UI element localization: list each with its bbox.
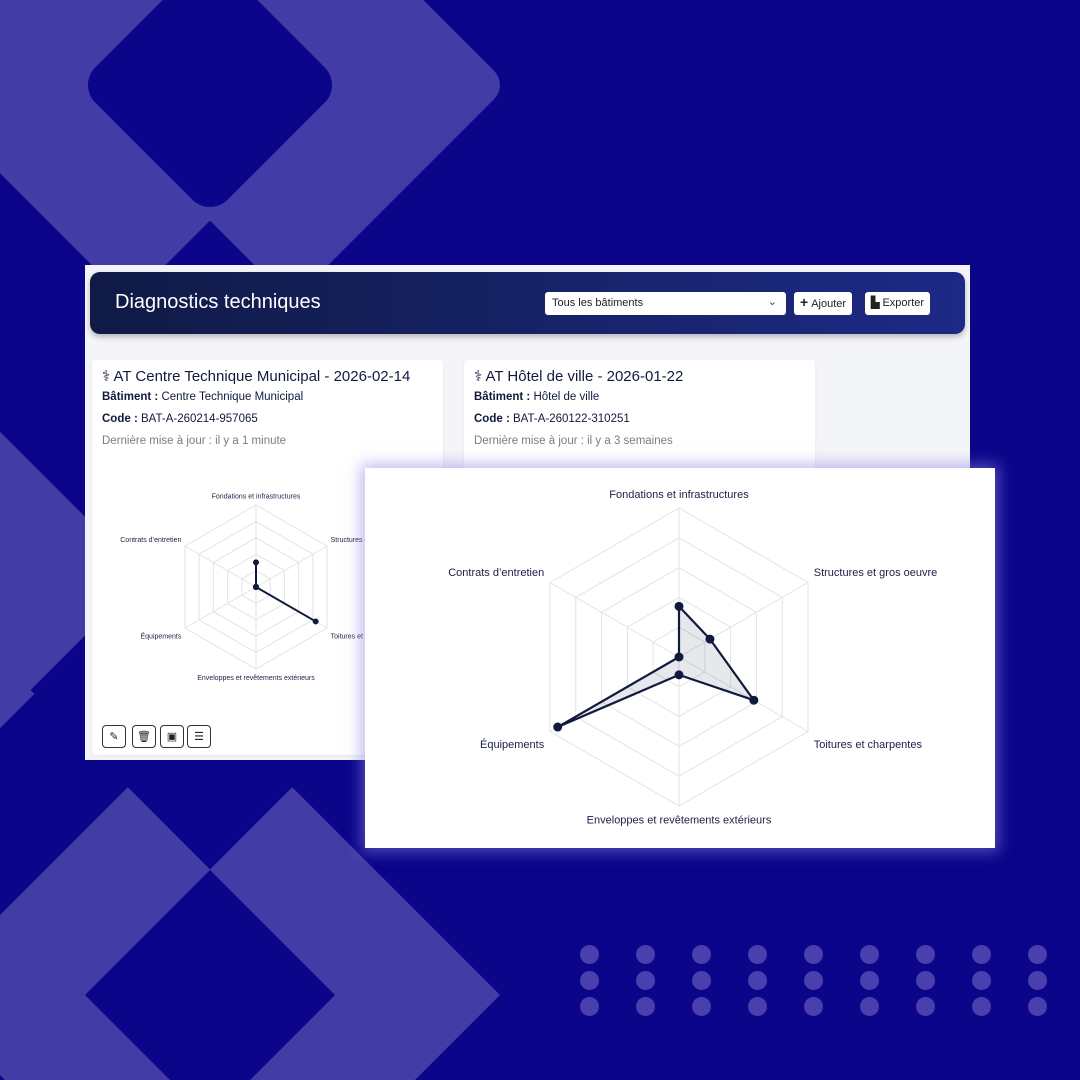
radar-axis-label: Fondations et infrastructures — [212, 494, 301, 501]
radar-spoke — [549, 582, 680, 658]
card-updated: Dernière mise à jour : il y a 1 minute — [102, 435, 287, 447]
decor-dot — [748, 945, 767, 964]
decor-dot — [580, 971, 599, 990]
file-export-icon: ▙ — [871, 297, 880, 309]
radar-axis-label: Enveloppes et revêtements extérieurs — [197, 675, 315, 682]
radar-series-area — [255, 561, 317, 623]
pdf-icon: ▣ — [166, 731, 178, 743]
decor-dot — [972, 997, 991, 1016]
checklist-button[interactable]: ☰ — [187, 725, 211, 748]
decor-dot — [1028, 997, 1047, 1016]
radar-chart-zoom-panel: Fondations et infrastructures Structures … — [365, 468, 995, 848]
card-building: Bâtiment : Centre Technique Municipal — [102, 391, 303, 403]
decor-dot — [860, 945, 879, 964]
decor-dot — [916, 971, 935, 990]
decor-dot — [692, 945, 711, 964]
radar-spoke — [184, 545, 257, 588]
decor-dot — [916, 997, 935, 1016]
radar-data-point — [749, 695, 759, 705]
label: Code : — [474, 413, 510, 425]
card-code: Code : BAT-A-260122-310251 — [474, 413, 630, 425]
value: Centre Technique Municipal — [161, 391, 304, 403]
chevron-down-icon: ⌄ — [767, 296, 777, 308]
radar-data-point — [553, 722, 563, 732]
decor-dot — [860, 971, 879, 990]
decor-dot — [972, 945, 991, 964]
export-label: Exporter — [882, 297, 925, 309]
stethoscope-icon: ⚕ — [474, 368, 483, 385]
decor-dot — [580, 945, 599, 964]
decor-dot — [1028, 971, 1047, 990]
building-filter-select[interactable]: Tous les bâtiments ⌄ — [545, 292, 786, 315]
decor-dot — [860, 997, 879, 1016]
bg-diamond — [0, 431, 140, 729]
edit-icon: ✎ — [109, 731, 119, 743]
decor-dot — [804, 971, 823, 990]
bg-diamond-inner — [85, 870, 335, 1080]
card-title[interactable]: ⚕ AT Centre Technique Municipal - 2026-0… — [102, 367, 410, 385]
value: Hôtel de ville — [533, 391, 600, 403]
radar-data-point — [705, 634, 715, 644]
add-button[interactable]: + Ajouter — [794, 292, 853, 315]
radar-axis-label: Toitures et charpentes — [814, 739, 923, 751]
card-updated: Dernière mise à jour : il y a 3 semaines — [474, 435, 673, 447]
radar-axis-label: Enveloppes et revêtements extérieurs — [587, 815, 772, 827]
decor-dot — [916, 945, 935, 964]
filter-selected: Tous les bâtiments — [552, 297, 644, 309]
card-title-text: AT Hôtel de ville - 2026-01-22 — [485, 368, 684, 385]
decor-dot — [636, 945, 655, 964]
pdf-button[interactable]: ▣ — [160, 725, 184, 748]
decor-dot — [1028, 945, 1047, 964]
radar-data-point — [253, 584, 259, 590]
radar-axis-label: Équipements — [140, 632, 181, 641]
radar-axis-label: Structures et gros oeuvre — [814, 567, 938, 579]
card-code: Code : BAT-A-260214-957065 — [102, 413, 258, 425]
radar-data-point — [312, 618, 319, 625]
export-button[interactable]: ▙ Exporter — [865, 292, 931, 315]
decor-dot — [972, 971, 991, 990]
checklist-icon: ☰ — [194, 731, 204, 743]
radar-axis-label: Contrats d’entretien — [120, 537, 181, 544]
radar-spoke — [255, 545, 328, 588]
radar-data-point — [674, 601, 684, 611]
decor-dot — [580, 997, 599, 1016]
label: Bâtiment : — [474, 391, 531, 403]
decor-dot — [748, 997, 767, 1016]
card-title-text: AT Centre Technique Municipal - 2026-02-… — [113, 368, 411, 385]
delete-button[interactable]: 🗑 — [132, 725, 156, 748]
decor-dot — [636, 971, 655, 990]
radar-spoke — [184, 586, 257, 629]
card-title[interactable]: ⚕ AT Hôtel de ville - 2026-01-22 — [474, 367, 683, 385]
decor-dot — [804, 945, 823, 964]
bg-diamond-inner — [88, 0, 332, 207]
radar-axis-label: Contrats d’entretien — [448, 567, 544, 579]
radar-chart-large: Fondations et infrastructures Structures … — [448, 489, 938, 827]
label: Code : — [102, 413, 138, 425]
radar-series-area — [556, 605, 755, 729]
stethoscope-icon: ⚕ — [102, 368, 111, 385]
decor-dot — [804, 997, 823, 1016]
decor-dot — [748, 971, 767, 990]
decor-dot — [636, 997, 655, 1016]
add-label: Ajouter — [811, 298, 847, 310]
radar-spoke — [678, 656, 809, 732]
radar-data-point — [674, 652, 684, 662]
label: Bâtiment : — [102, 391, 159, 403]
card-building: Bâtiment : Hôtel de ville — [474, 391, 599, 403]
decor-dot — [692, 997, 711, 1016]
value: BAT-A-260122-310251 — [512, 413, 630, 425]
radar-data-point — [674, 670, 684, 680]
header-bar: Diagnostics techniques Tous les bâtiment… — [90, 272, 965, 334]
radar-axis-label: Équipements — [480, 738, 545, 751]
trash-icon: 🗑 — [137, 731, 151, 743]
radar-axis-label: Fondations et infrastructures — [609, 489, 749, 501]
page-title: Diagnostics techniques — [115, 291, 321, 313]
decor-dot — [692, 971, 711, 990]
value: BAT-A-260214-957065 — [140, 413, 258, 425]
radar-data-point — [253, 559, 259, 566]
edit-button[interactable]: ✎ — [102, 725, 126, 748]
radar-spoke — [678, 582, 809, 658]
plus-icon: + — [800, 294, 809, 310]
